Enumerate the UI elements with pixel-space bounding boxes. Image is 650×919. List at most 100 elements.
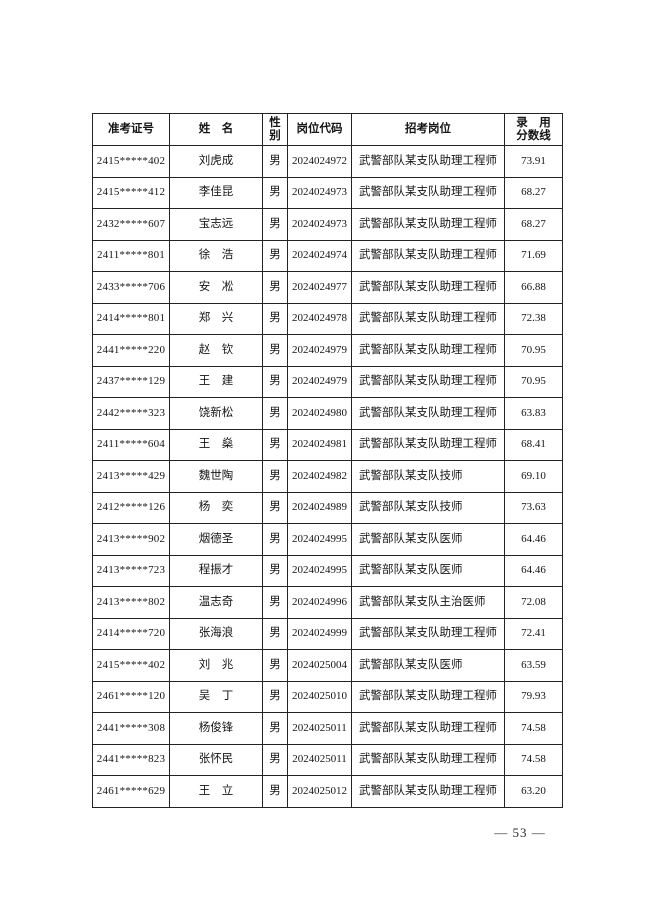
header-name: 姓 名 [169, 113, 263, 146]
header-score: 录 用分数线 [504, 113, 563, 146]
cell-gender: 男 [262, 712, 288, 745]
table-row: 2441*****220 赵 钦 男 2024024979 武警部队某支队助理工… [92, 334, 563, 367]
cell-job-code: 2024025011 [287, 743, 352, 776]
cell-job-title: 武警部队某支队助理工程师 [351, 176, 505, 209]
cell-name: 张怀民 [169, 743, 263, 776]
cell-exam-id: 2413*****902 [92, 523, 170, 556]
cell-job-code: 2024024973 [287, 208, 352, 241]
cell-score: 72.08 [504, 586, 563, 619]
cell-job-code: 2024024982 [287, 460, 352, 493]
header-job-title: 招考岗位 [351, 113, 505, 146]
header-gender: 性别 [262, 113, 288, 146]
cell-job-title: 武警部队某支队助理工程师 [351, 712, 505, 745]
cell-job-code: 2024024995 [287, 554, 352, 587]
cell-score: 64.46 [504, 523, 563, 556]
cell-job-title: 武警部队某支队助理工程师 [351, 680, 505, 713]
cell-job-code: 2024024999 [287, 617, 352, 650]
table-row: 2461*****120 吴 丁 男 2024025010 武警部队某支队助理工… [92, 680, 563, 713]
cell-gender: 男 [262, 586, 288, 619]
table-row: 2415*****402 刘 兆 男 2024025004 武警部队某支队医师 … [92, 649, 563, 682]
cell-name: 饶新松 [169, 397, 263, 430]
cell-name: 烟德圣 [169, 523, 263, 556]
cell-name: 刘 兆 [169, 649, 263, 682]
cell-name: 吴 丁 [169, 680, 263, 713]
cell-name: 郑 兴 [169, 302, 263, 335]
cell-name: 王 建 [169, 365, 263, 398]
cell-job-code: 2024024979 [287, 334, 352, 367]
cell-job-code: 2024024995 [287, 523, 352, 556]
cell-gender: 男 [262, 743, 288, 776]
cell-score: 63.83 [504, 397, 563, 430]
table-body: 2415*****402 刘虎成 男 2024024972 武警部队某支队助理工… [92, 145, 563, 808]
cell-exam-id: 2411*****801 [92, 239, 170, 272]
table-row: 2441*****823 张怀民 男 2024025011 武警部队某支队助理工… [92, 743, 563, 776]
cell-exam-id: 2437*****129 [92, 365, 170, 398]
cell-exam-id: 2414*****801 [92, 302, 170, 335]
cell-name: 张海浪 [169, 617, 263, 650]
cell-gender: 男 [262, 176, 288, 209]
table-row: 2412*****126 杨 奕 男 2024024989 武警部队某支队技师 … [92, 491, 563, 524]
cell-job-title: 武警部队某支队助理工程师 [351, 743, 505, 776]
cell-job-title: 武警部队某支队技师 [351, 460, 505, 493]
cell-exam-id: 2461*****629 [92, 775, 170, 808]
cell-job-code: 2024025011 [287, 712, 352, 745]
header-score-line2: 分数线 [516, 129, 551, 142]
cell-score: 70.95 [504, 334, 563, 367]
cell-job-code: 2024024978 [287, 302, 352, 335]
cell-score: 66.88 [504, 271, 563, 304]
cell-gender: 男 [262, 617, 288, 650]
cell-job-code: 2024024981 [287, 428, 352, 461]
table-row: 2411*****801 徐 浩 男 2024024974 武警部队某支队助理工… [92, 239, 563, 272]
cell-exam-id: 2432*****607 [92, 208, 170, 241]
cell-gender: 男 [262, 523, 288, 556]
header-gender-line2: 别 [269, 129, 281, 142]
cell-score: 64.46 [504, 554, 563, 587]
cell-job-title: 武警部队某支队医师 [351, 649, 505, 682]
cell-exam-id: 2413*****429 [92, 460, 170, 493]
cell-gender: 男 [262, 491, 288, 524]
table-row: 2413*****902 烟德圣 男 2024024995 武警部队某支队医师 … [92, 523, 563, 556]
cell-score: 73.63 [504, 491, 563, 524]
cell-score: 79.93 [504, 680, 563, 713]
cell-job-code: 2024024979 [287, 365, 352, 398]
cell-job-code: 2024024977 [287, 271, 352, 304]
cell-exam-id: 2433*****706 [92, 271, 170, 304]
cell-job-code: 2024024980 [287, 397, 352, 430]
cell-exam-id: 2441*****823 [92, 743, 170, 776]
cell-name: 温志奇 [169, 586, 263, 619]
cell-gender: 男 [262, 334, 288, 367]
header-exam-id: 准考证号 [92, 113, 170, 146]
cell-job-code: 2024025004 [287, 649, 352, 682]
cell-exam-id: 2441*****308 [92, 712, 170, 745]
cell-exam-id: 2411*****604 [92, 428, 170, 461]
table-row: 2413*****802 温志奇 男 2024024996 武警部队某支队主治医… [92, 586, 563, 619]
cell-job-title: 武警部队某支队助理工程师 [351, 145, 505, 178]
cell-gender: 男 [262, 302, 288, 335]
cell-job-title: 武警部队某支队助理工程师 [351, 428, 505, 461]
cell-score: 69.10 [504, 460, 563, 493]
table-row: 2461*****629 王 立 男 2024025012 武警部队某支队助理工… [92, 775, 563, 808]
cell-gender: 男 [262, 239, 288, 272]
cell-job-code: 2024024972 [287, 145, 352, 178]
cell-name: 刘虎成 [169, 145, 263, 178]
table-row: 2413*****429 魏世陶 男 2024024982 武警部队某支队技师 … [92, 460, 563, 493]
cell-job-title: 武警部队某支队助理工程师 [351, 365, 505, 398]
cell-job-code: 2024025010 [287, 680, 352, 713]
cell-job-title: 武警部队某支队助理工程师 [351, 775, 505, 808]
header-gender-line1: 性 [269, 116, 281, 129]
cell-gender: 男 [262, 775, 288, 808]
cell-score: 63.20 [504, 775, 563, 808]
cell-exam-id: 2442*****323 [92, 397, 170, 430]
cell-gender: 男 [262, 554, 288, 587]
header-job-code: 岗位代码 [287, 113, 352, 146]
cell-name: 李佳昆 [169, 176, 263, 209]
cell-gender: 男 [262, 145, 288, 178]
cell-score: 71.69 [504, 239, 563, 272]
table-row: 2442*****323 饶新松 男 2024024980 武警部队某支队助理工… [92, 397, 563, 430]
header-row: 准考证号 姓 名 性别 岗位代码 招考岗位 录 用分数线 [92, 113, 563, 146]
cell-job-title: 武警部队某支队主治医师 [351, 586, 505, 619]
cell-exam-id: 2461*****120 [92, 680, 170, 713]
table-row: 2413*****723 程振才 男 2024024995 武警部队某支队医师 … [92, 554, 563, 587]
table-row: 2414*****720 张海浪 男 2024024999 武警部队某支队助理工… [92, 617, 563, 650]
